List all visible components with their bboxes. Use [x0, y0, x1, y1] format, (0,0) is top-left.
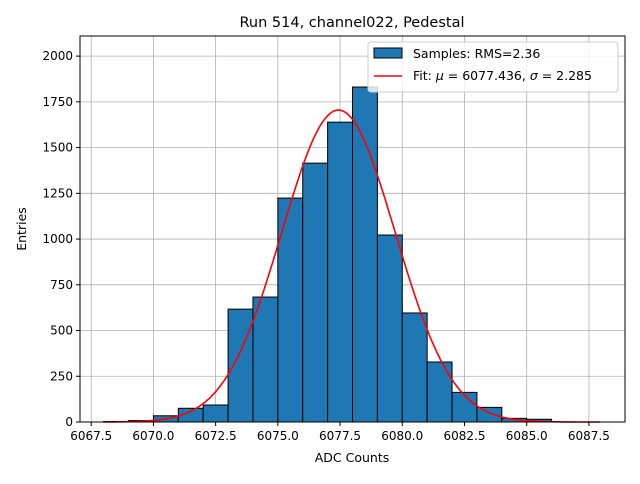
x-tick-label: 6087.5 [568, 429, 610, 443]
histogram-bar [202, 404, 229, 423]
y-tick-label: 2000 [42, 49, 73, 63]
x-axis-label: ADC Counts [315, 450, 390, 465]
histogram-bar [401, 312, 428, 423]
x-tick-label: 6080.0 [381, 429, 423, 443]
legend: Samples: RMS=2.36 Fit: μ = 6077.436, σ =… [367, 41, 619, 93]
histogram-bar [352, 86, 378, 423]
histogram-bar [451, 391, 478, 423]
y-tick-label: 0 [65, 415, 73, 429]
histogram-bar [426, 361, 453, 423]
x-tick-label: 6082.5 [443, 429, 485, 443]
x-tick-label: 6072.5 [195, 429, 237, 443]
y-axis-label: Entries [14, 207, 29, 251]
legend-swatch-samples [373, 47, 403, 59]
x-tick-label: 6075.0 [257, 429, 299, 443]
y-tick-label: 1000 [42, 232, 73, 246]
histogram-bar [302, 162, 329, 423]
x-tick-label: 6070.0 [132, 429, 174, 443]
y-tick-label: 750 [50, 278, 73, 292]
histogram-bar [376, 234, 403, 423]
y-tick-label: 1750 [42, 95, 73, 109]
histogram-bar [327, 121, 354, 423]
x-tick-label: 6085.0 [506, 429, 548, 443]
y-tick-label: 500 [50, 324, 73, 338]
chart-title: Run 514, channel022, Pedestal [239, 15, 464, 31]
legend-label-samples: Samples: RMS=2.36 [413, 46, 540, 61]
x-tick-label: 6067.5 [70, 429, 112, 443]
plot-frame [79, 35, 626, 423]
y-tick-label: 250 [50, 369, 73, 383]
y-axis-ticks: 0 250 500 750 1000 1250 1500 1750 2000 [42, 49, 80, 429]
histogram-bar [476, 406, 503, 423]
legend-label-fit: Fit: μ = 6077.436, σ = 2.285 [413, 68, 592, 83]
y-tick-label: 1500 [42, 141, 73, 155]
fit-curve [103, 109, 601, 423]
y-tick-label: 1250 [42, 186, 73, 200]
histogram-bar [252, 296, 279, 423]
x-axis-ticks: 6067.5 6070.0 6072.5 6075.0 6077.5 6080.0 6082… [70, 422, 610, 443]
histogram-bar [227, 308, 254, 423]
x-tick-label: 6077.5 [319, 429, 361, 443]
